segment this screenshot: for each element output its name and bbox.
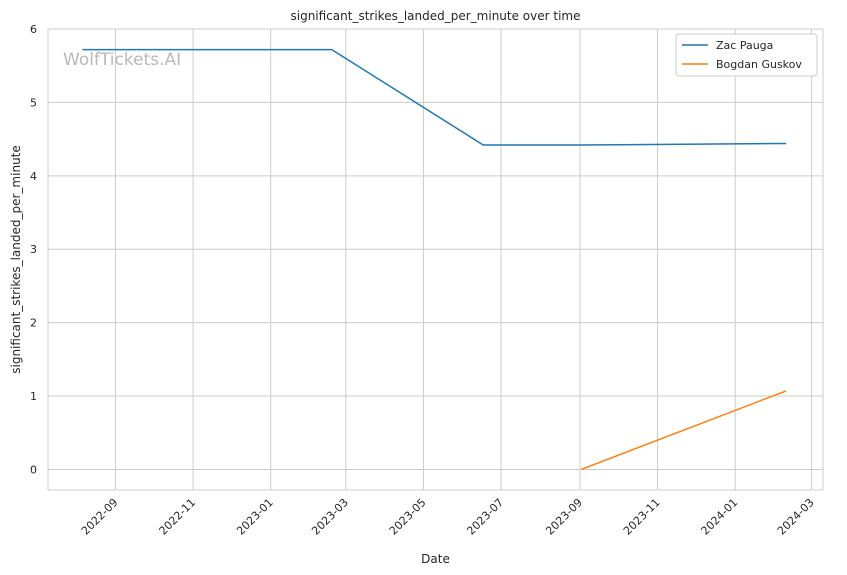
y-tick-label: 4 xyxy=(30,170,37,183)
y-tick-label: 3 xyxy=(30,243,37,256)
series-line-0 xyxy=(82,48,787,146)
legend: Zac Pauga Bogdan Guskov xyxy=(675,33,818,77)
y-tick-label: 5 xyxy=(30,96,37,109)
y-tick-label: 0 xyxy=(30,463,37,476)
legend-label-zac-pauga: Zac Pauga xyxy=(716,39,773,52)
legend-box xyxy=(675,33,818,77)
plot-area-frame xyxy=(47,28,824,491)
grid xyxy=(48,28,823,490)
x-axis-label: Date xyxy=(421,552,450,566)
series-line-1 xyxy=(580,390,787,471)
chart-title: significant_strikes_landed_per_minute ov… xyxy=(290,9,580,23)
y-axis-label: significant_strikes_landed_per_minute xyxy=(9,145,23,374)
y-tick-label: 1 xyxy=(30,390,37,403)
y-tick-label: 6 xyxy=(30,23,37,36)
watermark: WolfTickets.AI xyxy=(63,50,181,70)
series-lines xyxy=(82,48,787,471)
legend-label-bogdan-guskov: Bogdan Guskov xyxy=(716,58,802,71)
y-tick-label: 2 xyxy=(30,317,37,330)
